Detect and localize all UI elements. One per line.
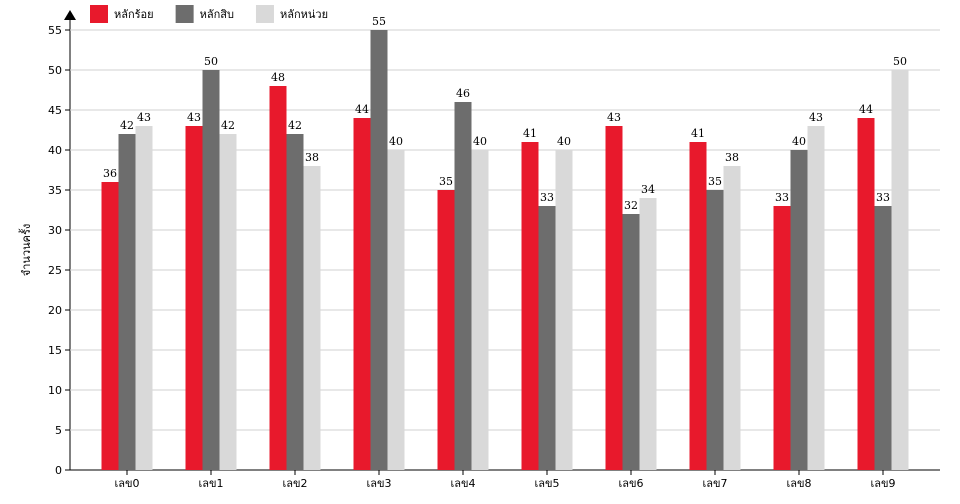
- value-label: 40: [473, 135, 487, 148]
- bar: [185, 126, 203, 470]
- bar: [521, 142, 539, 470]
- value-label: 42: [221, 119, 235, 132]
- bar: [454, 102, 472, 470]
- bar: [555, 150, 573, 470]
- y-tick-label: 40: [48, 144, 62, 157]
- y-tick-label: 0: [55, 464, 62, 477]
- bar: [202, 70, 220, 470]
- bar: [135, 126, 153, 470]
- value-label: 38: [725, 151, 739, 164]
- value-label: 46: [456, 87, 470, 100]
- x-tick-label: เลข9: [870, 477, 895, 490]
- y-tick-label: 45: [48, 104, 62, 117]
- x-tick-label: เลข1: [198, 477, 223, 490]
- x-tick-label: เลข7: [702, 477, 727, 490]
- value-label: 33: [775, 191, 789, 204]
- legend-label: หลักร้อย: [114, 8, 154, 21]
- bar: [622, 214, 640, 470]
- legend-swatch: [255, 5, 274, 23]
- value-label: 43: [187, 111, 201, 124]
- bar: [689, 142, 707, 470]
- value-label: 43: [607, 111, 621, 124]
- legend-swatch: [175, 5, 194, 23]
- value-label: 32: [624, 199, 638, 212]
- bar: [303, 166, 321, 470]
- value-label: 40: [792, 135, 806, 148]
- value-label: 33: [540, 191, 554, 204]
- value-label: 35: [439, 175, 453, 188]
- x-tick-label: เลข5: [534, 477, 559, 490]
- bar: [891, 70, 909, 470]
- y-tick-label: 15: [48, 344, 62, 357]
- bar: [538, 206, 556, 470]
- value-label: 38: [305, 151, 319, 164]
- bar: [471, 150, 489, 470]
- bar: [219, 134, 237, 470]
- value-label: 35: [708, 175, 722, 188]
- bar: [807, 126, 825, 470]
- value-label: 43: [809, 111, 823, 124]
- bar: [605, 126, 623, 470]
- bar: [706, 190, 724, 470]
- y-tick-label: 50: [48, 64, 62, 77]
- legend-swatch: [90, 5, 108, 23]
- bar: [269, 86, 287, 470]
- value-label: 42: [288, 119, 302, 132]
- y-tick-label: 5: [55, 424, 62, 437]
- bar: [723, 166, 741, 470]
- y-tick-label: 35: [48, 184, 62, 197]
- bar: [353, 118, 371, 470]
- value-label: 55: [372, 15, 386, 28]
- value-label: 44: [859, 103, 873, 116]
- y-tick-label: 30: [48, 224, 62, 237]
- x-tick-label: เลข8: [786, 477, 811, 490]
- bar: [437, 190, 455, 470]
- y-axis-label: จำนวนครั้ง: [18, 224, 33, 276]
- y-tick-label: 55: [48, 24, 62, 37]
- value-label: 44: [355, 103, 369, 116]
- y-tick-label: 25: [48, 264, 62, 277]
- value-label: 41: [523, 127, 537, 140]
- y-tick-label: 10: [48, 384, 62, 397]
- x-tick-label: เลข2: [282, 477, 307, 490]
- x-tick-label: เลข3: [366, 477, 391, 490]
- bar: [370, 30, 388, 470]
- x-tick-label: เลข4: [450, 477, 475, 490]
- legend-label: หลักหน่วย: [280, 8, 328, 21]
- legend-label: หลักสิบ: [200, 8, 234, 21]
- bar: [101, 182, 119, 470]
- bar: [286, 134, 304, 470]
- bar: [387, 150, 405, 470]
- bar: [874, 206, 892, 470]
- value-label: 40: [557, 135, 571, 148]
- bar: [773, 206, 791, 470]
- value-label: 50: [893, 55, 907, 68]
- bar: [118, 134, 136, 470]
- value-label: 40: [389, 135, 403, 148]
- bar: [790, 150, 808, 470]
- value-label: 36: [103, 167, 117, 180]
- x-tick-label: เลข0: [114, 477, 139, 490]
- y-tick-label: 20: [48, 304, 62, 317]
- bar: [639, 198, 657, 470]
- value-label: 41: [691, 127, 705, 140]
- bar: [857, 118, 875, 470]
- value-label: 43: [137, 111, 151, 124]
- value-label: 48: [271, 71, 285, 84]
- value-label: 34: [641, 183, 655, 196]
- value-label: 33: [876, 191, 890, 204]
- value-label: 42: [120, 119, 134, 132]
- x-tick-label: เลข6: [618, 477, 643, 490]
- value-label: 50: [204, 55, 218, 68]
